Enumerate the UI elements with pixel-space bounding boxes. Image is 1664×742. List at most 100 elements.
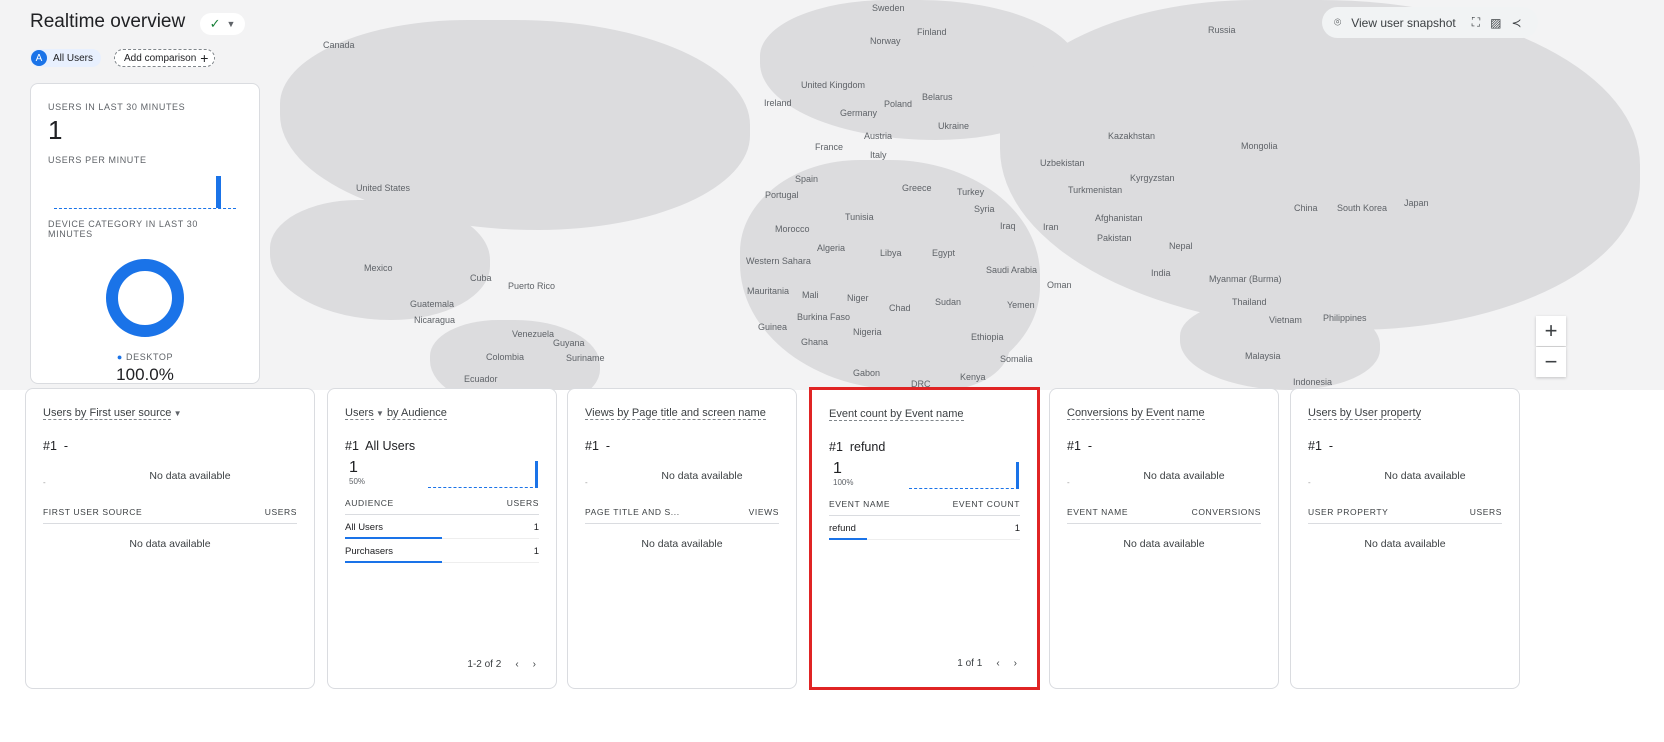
toolbar: ⌾ View user snapshot ⛶ ▨ ≺ [1322, 7, 1538, 38]
add-comparison-button[interactable]: Add comparison + [114, 49, 216, 67]
data-status-dropdown[interactable]: ✓ ▼ [200, 13, 245, 35]
metric-selector[interactable]: Conversions [1067, 407, 1129, 420]
map-country-label: Turkmenistan [1068, 185, 1123, 195]
map-country-label: Mexico [364, 263, 393, 273]
report-card: Users ▼ by Audience #1 All Users 1 50% AUDIE… [327, 388, 557, 689]
top-pct: 50% [349, 477, 366, 486]
fullscreen-icon[interactable]: ⛶ [1471, 15, 1481, 29]
map-country-label: Germany [840, 108, 878, 118]
map-country-label: Guyana [553, 338, 585, 348]
top-item: #1 - [585, 439, 611, 453]
prev-page-icon[interactable]: ‹ [515, 659, 519, 670]
map-country-label: Norway [870, 36, 901, 46]
map-country-label: Vietnam [1269, 315, 1302, 325]
dimension-selector[interactable]: by Event name [890, 408, 964, 421]
column-header: FIRST USER SOURCE [43, 507, 143, 517]
table-row[interactable]: refund 1 [829, 516, 1020, 540]
map-country-label: Cuba [470, 273, 492, 283]
table-row[interactable]: All Users 1 [345, 515, 539, 539]
map-country-label: United States [356, 183, 411, 193]
map-country-label: Russia [1208, 25, 1236, 35]
top-value: 1 [349, 459, 358, 476]
sparkline-no-data: No data available [1143, 470, 1225, 482]
map-country-label: Ghana [801, 337, 829, 347]
report-card: Conversions by Event name #1 - - No data av… [1049, 388, 1279, 689]
dimension-selector[interactable]: by Event name [1131, 407, 1205, 420]
land-mass [270, 200, 490, 320]
land-mass [860, 290, 1010, 390]
report-card: Users by User property #1 - - No data avail… [1290, 388, 1520, 689]
dimension-selector[interactable]: by First user source [74, 407, 172, 420]
check-circle-icon: ✓ [209, 16, 221, 31]
map-country-label: Guinea [758, 322, 788, 332]
top-item: #1 - [43, 439, 69, 453]
card-title[interactable]: Users by First user source ▼ [43, 407, 297, 425]
per-minute-label: USERS PER MINUTE [48, 155, 147, 165]
metric-selector[interactable]: Views [585, 407, 615, 420]
map-country-label: France [815, 142, 844, 152]
map-country-label: Kazakhstan [1108, 131, 1156, 141]
metric-selector[interactable]: Users [1308, 407, 1337, 420]
dimension-selector[interactable]: by User property [1339, 407, 1422, 420]
metric-selector[interactable]: Users [43, 407, 72, 420]
map-country-label: Kenya [960, 372, 986, 382]
column-header: USER PROPERTY [1308, 507, 1389, 517]
add-comparison-label: Add comparison [124, 52, 197, 64]
share-icon[interactable]: ≺ [1511, 15, 1522, 30]
sparkline-placeholder: - [1308, 477, 1311, 487]
dimension-selector[interactable]: by Audience [386, 407, 447, 420]
column-header: AUDIENCE [345, 498, 394, 508]
page-title: Realtime overview [30, 11, 186, 32]
card-title[interactable]: Users ▼ by Audience [345, 407, 539, 425]
top-item: #1 All Users [345, 439, 416, 453]
map-country-label: Venezuela [512, 329, 555, 339]
top-item: #1 refund [829, 440, 886, 454]
map-country-label: Japan [1404, 198, 1429, 208]
sparkline-no-data: No data available [1384, 470, 1466, 482]
map-country-label: Ireland [764, 98, 792, 108]
map-country-label: Saudi Arabia [986, 265, 1038, 275]
map-country-label: DRC [911, 379, 931, 389]
map-country-label: Syria [974, 204, 995, 214]
map-country-label: Mongolia [1241, 141, 1278, 151]
map-country-label: Morocco [775, 224, 810, 234]
map-country-label: Nigeria [853, 327, 882, 337]
map-country-label: Philippines [1323, 313, 1367, 323]
map-country-label: Libya [880, 248, 902, 258]
map-country-label: Yemen [1007, 300, 1035, 310]
map-zoom-out-button[interactable]: − [1536, 347, 1566, 377]
map-country-label: Somalia [1000, 354, 1033, 364]
map-zoom-in-button[interactable]: + [1536, 316, 1566, 346]
metric-selector[interactable]: Users [345, 407, 374, 420]
map-country-label: Ethiopia [971, 332, 1004, 342]
map-country-label: South Korea [1337, 203, 1388, 213]
next-page-icon[interactable]: › [1013, 658, 1017, 669]
view-user-snapshot-button[interactable]: View user snapshot [1351, 15, 1456, 30]
map-country-label: Afghanistan [1095, 213, 1143, 223]
metric-selector[interactable]: Event count [829, 408, 888, 421]
map-country-label: Nepal [1169, 241, 1193, 251]
row-share-bar [345, 537, 442, 539]
table-row[interactable]: Purchasers 1 [345, 539, 539, 563]
map-country-label: Ecuador [464, 374, 498, 384]
map-country-label: Puerto Rico [508, 281, 556, 291]
card-title[interactable]: Users by User property [1308, 407, 1502, 425]
prev-page-icon[interactable]: ‹ [996, 658, 1000, 669]
card-title[interactable]: Views by Page title and screen name [585, 407, 779, 425]
world-map[interactable]: Canada United States Mexico Cuba Puerto Rico… [0, 0, 1664, 390]
map-country-label: Iran [1043, 222, 1059, 232]
row-value: 1 [533, 546, 539, 557]
users-per-minute-chart [54, 175, 236, 209]
row-share-bar [829, 538, 868, 540]
dimension-selector[interactable]: by Page title and screen name [617, 407, 766, 420]
comparison-chip-all-users[interactable]: A All Users [30, 49, 102, 67]
table-no-data: No data available [129, 538, 211, 550]
spark-bar [535, 461, 538, 487]
card-title[interactable]: Conversions by Event name [1067, 407, 1261, 425]
map-country-label: Belarus [922, 92, 953, 102]
row-value: 1 [1014, 523, 1020, 534]
map-country-label: Gabon [853, 368, 881, 378]
customize-report-icon[interactable]: ▨ [1490, 15, 1502, 30]
next-page-icon[interactable]: › [532, 659, 536, 670]
card-title[interactable]: Event count by Event name [829, 408, 1020, 426]
